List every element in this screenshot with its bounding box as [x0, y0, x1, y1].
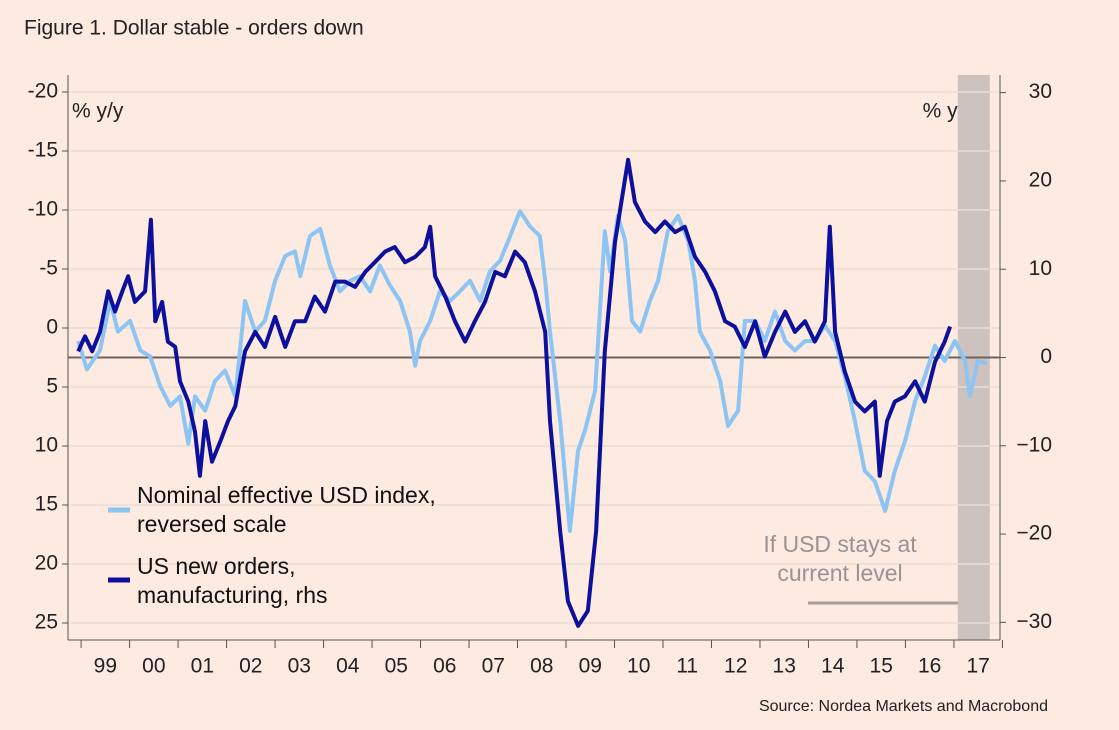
x-tick-label: 07 — [482, 655, 505, 678]
x-tick-label: 14 — [821, 655, 845, 678]
x-tick-label: 99 — [94, 655, 117, 678]
y2-tick-label: 0 — [1040, 345, 1052, 368]
source: Source: Nordea Markets and Macrobond — [759, 698, 1048, 715]
x-tick-label: 09 — [579, 655, 602, 678]
x-tick-label: 01 — [191, 655, 214, 678]
y2-tick-label: −10 — [1016, 433, 1052, 456]
chart-title: Figure 1. Dollar stable - orders down — [24, 17, 364, 40]
y-tick-label: -10 — [28, 198, 58, 221]
x-tick-label: 06 — [433, 655, 456, 678]
y-tick-label: 10 — [35, 434, 58, 457]
x-tick-label: 17 — [966, 655, 989, 678]
x-tick-label: 12 — [724, 655, 747, 678]
y-tick-label: 15 — [35, 493, 58, 516]
x-tick-label: 03 — [288, 655, 311, 678]
y-tick-label: 5 — [46, 375, 58, 398]
line-series — [76, 209, 988, 533]
line-series — [76, 157, 952, 628]
y-tick-label: 0 — [46, 316, 58, 339]
x-tick-label: 04 — [336, 655, 360, 678]
x-tick-label: 02 — [239, 655, 262, 678]
y2-tick-label: −20 — [1016, 522, 1052, 545]
y2-tick-label: 30 — [1029, 80, 1052, 103]
x-tick-label: 16 — [918, 655, 941, 678]
x-tick-label: 11 — [676, 655, 698, 678]
annotation: If USD stays at current level — [763, 531, 917, 586]
y-axis-label: % y/y — [72, 100, 124, 123]
y-tick-label: 20 — [35, 552, 58, 575]
legend-entry: US new orders, manufacturing, rhs — [137, 553, 328, 608]
y2-tick-label: −30 — [1016, 610, 1052, 633]
y-tick-label: -15 — [28, 139, 58, 162]
y2-tick-label: 20 — [1029, 168, 1052, 191]
x-tick-label: 15 — [870, 655, 893, 678]
y-tick-label: 25 — [35, 611, 58, 634]
x-tick-label: 10 — [627, 655, 650, 678]
legend-entry: Nominal effective USD index, reversed sc… — [137, 482, 436, 537]
x-tick-label: 00 — [142, 655, 165, 678]
x-tick-label: 13 — [773, 655, 796, 678]
y2-tick-label: 10 — [1029, 257, 1052, 280]
x-tick-label: 08 — [530, 655, 553, 678]
x-tick-label: 05 — [385, 655, 408, 678]
y-tick-label: -5 — [39, 257, 58, 280]
y-tick-label: -20 — [28, 80, 58, 103]
